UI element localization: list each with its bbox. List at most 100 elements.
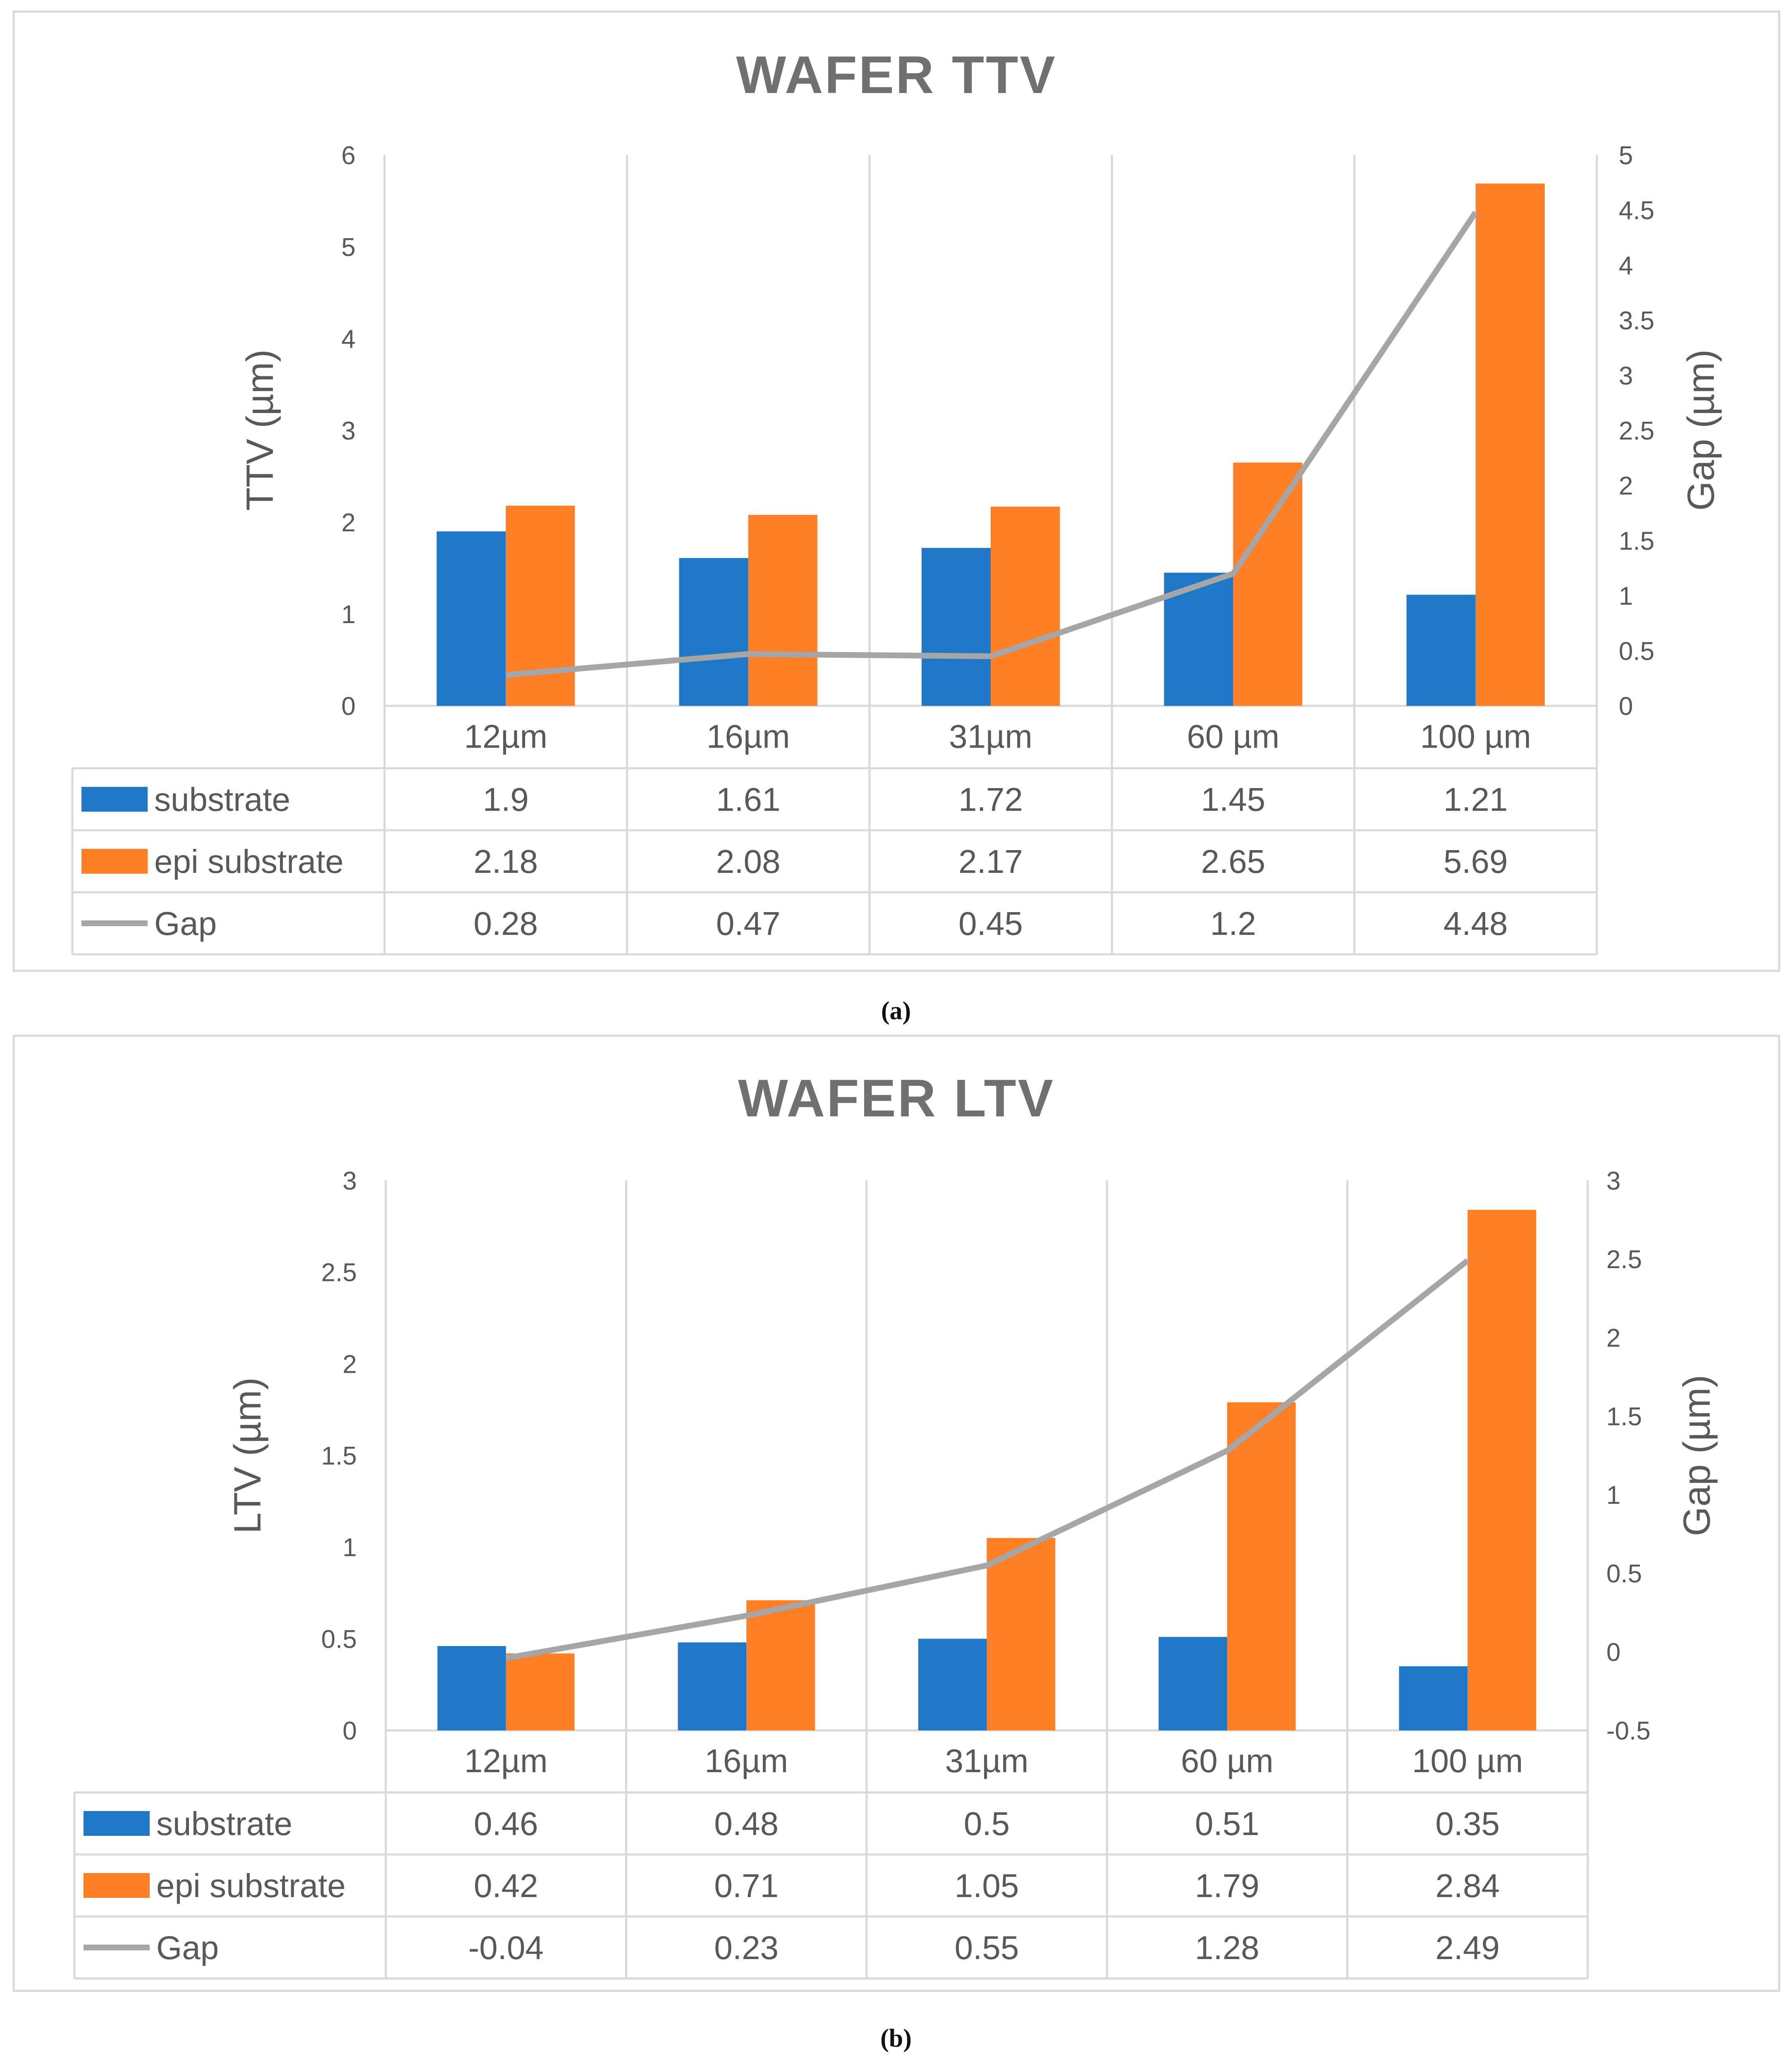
- panel-caption: (a): [881, 997, 911, 1025]
- y2-tick-label: 5: [1619, 141, 1633, 170]
- bar-substrate: [437, 531, 506, 706]
- bar-epi-substrate: [1475, 183, 1545, 706]
- y2-tick-label: 0: [1606, 1638, 1620, 1667]
- category-label: 12µm: [464, 718, 547, 755]
- category-label: 12µm: [464, 1742, 548, 1779]
- category-label: 16µm: [705, 1742, 788, 1779]
- category-label: 100 µm: [1420, 718, 1531, 755]
- legend-label: Gap: [154, 905, 217, 942]
- table-cell: 2.84: [1435, 1867, 1500, 1904]
- y2-tick-label: 4: [1619, 251, 1633, 280]
- y-tick-label: 1: [342, 600, 356, 629]
- bar-epi-substrate: [987, 1538, 1056, 1730]
- bar-epi-substrate: [748, 515, 817, 706]
- bar-substrate: [918, 1639, 987, 1730]
- y-tick-label: 2.5: [321, 1259, 357, 1287]
- table-cell: 0.35: [1435, 1805, 1500, 1842]
- bar-epi-substrate: [746, 1600, 815, 1730]
- category-label: 31µm: [945, 1742, 1029, 1779]
- bar-substrate: [437, 1646, 506, 1730]
- table-cell: 2.65: [1201, 843, 1266, 880]
- table-cell: 0.28: [473, 905, 538, 942]
- y-axis-label: LTV (µm): [227, 1377, 269, 1534]
- table-cell: 1.72: [958, 781, 1023, 818]
- table-cell: 0.5: [964, 1805, 1010, 1842]
- chart-title: WAFER TTV: [736, 45, 1057, 105]
- legend-swatch-epi-substrate: [84, 1873, 150, 1898]
- category-label: 100 µm: [1412, 1742, 1523, 1779]
- category-label: 60 µm: [1187, 718, 1279, 755]
- y2-tick-label: 1: [1619, 582, 1633, 611]
- table-cell: -0.04: [468, 1929, 544, 1966]
- y2-tick-label: 2.5: [1606, 1245, 1642, 1274]
- legend-label: Gap: [156, 1929, 219, 1966]
- bar-substrate: [1406, 595, 1476, 706]
- bar-substrate: [679, 558, 748, 706]
- table-cell: 1.61: [716, 781, 781, 818]
- legend-swatch-substrate: [81, 787, 148, 812]
- y2-tick-label: -0.5: [1606, 1717, 1651, 1745]
- table-cell: 0.23: [714, 1929, 779, 1966]
- y2-axis-label: Gap (µm): [1676, 1375, 1718, 1536]
- y2-tick-label: 1.5: [1619, 527, 1654, 555]
- bar-substrate: [1159, 1637, 1227, 1730]
- bar-epi-substrate: [506, 1653, 575, 1730]
- y-tick-label: 2: [343, 1350, 357, 1379]
- y-tick-label: 2: [342, 509, 356, 537]
- chart-frame: [12, 1035, 1780, 1992]
- table-cell: 1.05: [955, 1867, 1019, 1904]
- y2-tick-label: 3.5: [1619, 307, 1654, 335]
- chart-ttv: WAFER TTV 0 1 2 3 4 5 6 0 0.5 1 1.5 2 2.5 3 3.5 4 4.5 5 TTV…: [12, 10, 1780, 1025]
- y2-tick-label: 2: [1619, 472, 1633, 500]
- line-gap: [505, 1258, 1469, 1661]
- panel-caption: (b): [880, 2024, 912, 2053]
- bar-substrate: [678, 1642, 747, 1730]
- chart-ltv: WAFER LTV00.511.522.53-0.500.511.522.53L…: [12, 1035, 1780, 2053]
- table-cell: 0.55: [955, 1929, 1019, 1966]
- table-cell: 1.9: [483, 781, 529, 818]
- legend-label: substrate: [154, 781, 290, 818]
- table-cell: 2.18: [473, 843, 538, 880]
- bar-epi-substrate: [1467, 1209, 1536, 1730]
- bar-substrate: [1399, 1666, 1468, 1730]
- table-cell: 0.51: [1195, 1805, 1259, 1842]
- y-tick-label: 0: [342, 692, 356, 721]
- legend-swatch-epi-substrate: [81, 849, 148, 874]
- legend-swatch-substrate: [84, 1811, 150, 1836]
- y-tick-label: 1.5: [321, 1442, 357, 1470]
- y-tick-label: 0: [343, 1717, 357, 1745]
- line-gap: [505, 210, 1478, 678]
- y2-tick-label: 1: [1606, 1481, 1620, 1510]
- table-cell: 2.17: [958, 843, 1023, 880]
- y2-tick-label: 2: [1606, 1324, 1620, 1352]
- table-cell: 1.28: [1195, 1929, 1259, 1966]
- y2-tick-label: 1.5: [1606, 1403, 1642, 1431]
- table-cell: 0.48: [714, 1805, 779, 1842]
- y-tick-label: 3: [342, 417, 356, 445]
- table-cell: 1.45: [1201, 781, 1266, 818]
- legend-label: epi substrate: [154, 843, 344, 880]
- table-cell: 1.21: [1443, 781, 1508, 818]
- y-axis-label: TTV (µm): [239, 349, 281, 511]
- y-tick-label: 4: [342, 325, 356, 354]
- y2-tick-label: 0.5: [1619, 637, 1654, 666]
- table-cell: 2.08: [716, 843, 781, 880]
- y2-axis-label: Gap (µm): [1680, 349, 1722, 511]
- chart-frame: [12, 10, 1780, 972]
- table-cell: 0.45: [958, 905, 1023, 942]
- bar-epi-substrate: [1233, 462, 1302, 706]
- table-cell: 0.71: [714, 1867, 779, 1904]
- table-cell: 0.42: [474, 1867, 538, 1904]
- y2-tick-label: 3: [1619, 362, 1633, 390]
- chart-title: WAFER LTV: [738, 1069, 1055, 1128]
- y2-tick-label: 2.5: [1619, 417, 1654, 445]
- y2-tick-label: 3: [1606, 1167, 1620, 1195]
- table-cell: 1.2: [1210, 905, 1256, 942]
- table-cell: 4.48: [1443, 905, 1508, 942]
- y-tick-label: 5: [342, 233, 356, 262]
- y2-tick-label: 4.5: [1619, 196, 1654, 225]
- legend-label: epi substrate: [156, 1867, 346, 1904]
- bar-epi-substrate: [1227, 1402, 1296, 1730]
- y2-tick-label: 0: [1619, 692, 1633, 721]
